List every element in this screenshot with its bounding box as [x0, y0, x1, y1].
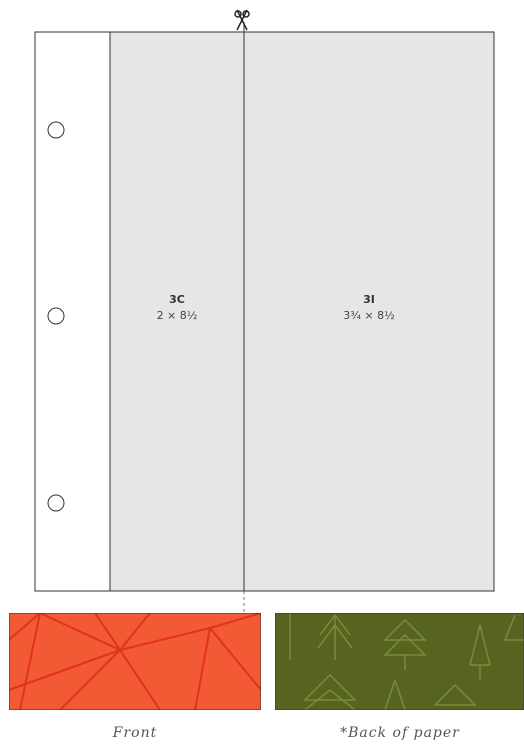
back-swatch	[275, 613, 524, 710]
front-swatch	[9, 613, 261, 710]
card-size: 2 × 8½	[157, 309, 198, 322]
swatch-caption: *Back of paper	[340, 725, 460, 741]
card-code: 3C	[169, 293, 185, 306]
scissors-icon	[235, 10, 249, 30]
card-size: 3¾ × 8½	[343, 309, 395, 322]
swatch-caption: Front	[112, 725, 157, 741]
diagram: 3C 2 × 8½ 3I 3¾ × 8½ Front *Back of pape…	[0, 0, 524, 747]
card-code: 3I	[363, 293, 375, 306]
